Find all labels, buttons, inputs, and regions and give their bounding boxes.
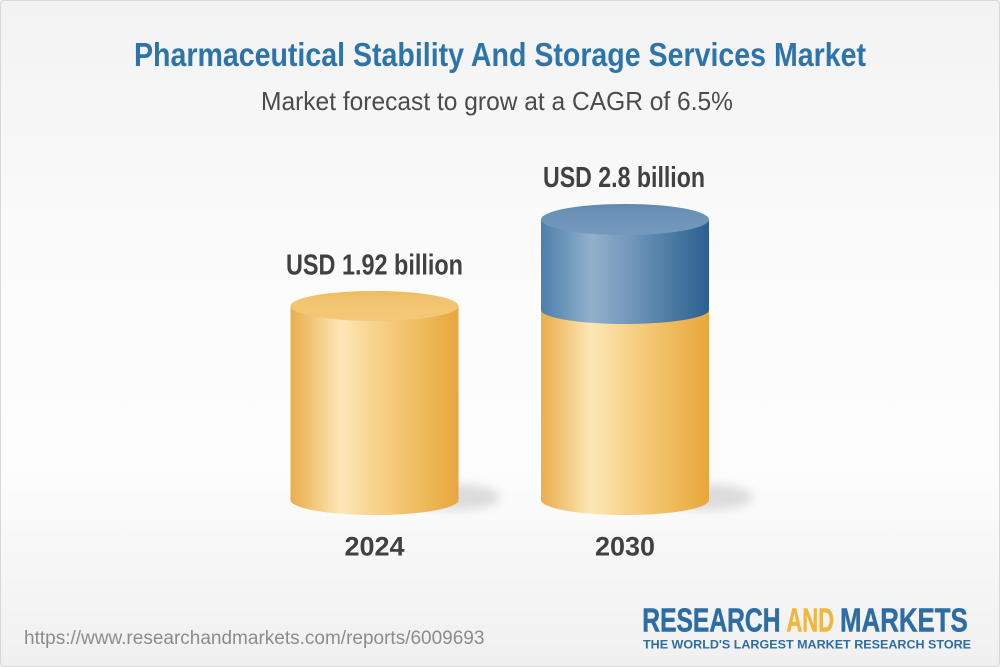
svg-text:https://www.researchandmarkets: https://www.researchandmarkets.com/repor… — [24, 628, 484, 649]
svg-text:MARKETS: MARKETS — [840, 602, 968, 639]
svg-text:AND: AND — [786, 602, 834, 639]
svg-text:2024: 2024 — [344, 532, 404, 562]
svg-text:2030: 2030 — [595, 532, 655, 562]
svg-text:THE WORLD'S LARGEST MARKET RES: THE WORLD'S LARGEST MARKET RESEARCH STOR… — [643, 638, 971, 651]
svg-text:Pharmaceutical Stability And S: Pharmaceutical Stability And Storage Ser… — [134, 36, 866, 73]
svg-text:RESEARCH: RESEARCH — [642, 602, 780, 639]
svg-text:USD 1.92 billion: USD 1.92 billion — [286, 250, 463, 282]
svg-text:USD 2.8 billion: USD 2.8 billion — [543, 162, 705, 194]
svg-text:Market forecast to grow at a C: Market forecast to grow at a CAGR of 6.5… — [261, 86, 733, 116]
